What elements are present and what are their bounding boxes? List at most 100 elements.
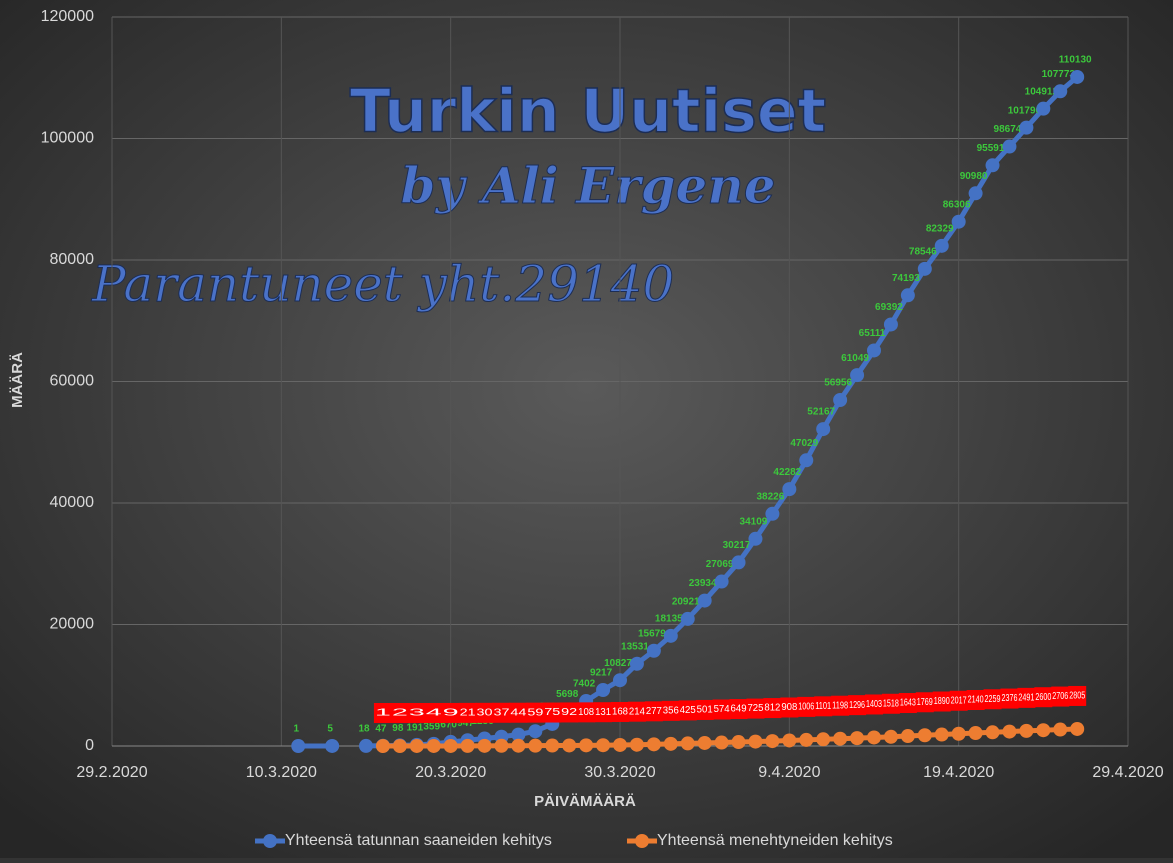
data-label: 1006 — [798, 702, 814, 713]
point — [629, 737, 644, 752]
point — [680, 611, 695, 626]
data-label: 52167 — [807, 407, 835, 418]
data-label-box — [966, 689, 985, 710]
data-label-box — [661, 700, 680, 721]
point — [850, 731, 865, 746]
data-label: 425 — [680, 705, 696, 716]
x-tick-label: 20.3.2020 — [415, 764, 486, 781]
data-label: 13531 — [621, 641, 649, 652]
point — [1019, 120, 1034, 135]
data-label: 23934 — [689, 578, 717, 589]
data-label: 82329 — [926, 223, 954, 234]
data-label: 191 — [406, 722, 423, 733]
data-label: 90980 — [960, 171, 988, 182]
data-label-box — [763, 698, 782, 719]
x-tick-label: 10.3.2020 — [246, 764, 317, 781]
point — [375, 738, 390, 753]
data-label: 2017 — [951, 695, 967, 706]
data-label: 1198 — [832, 700, 848, 711]
data-label: 15679 — [638, 628, 666, 639]
point — [951, 214, 966, 229]
data-label-box — [475, 702, 494, 723]
point — [951, 726, 966, 741]
point — [731, 735, 746, 750]
point — [816, 422, 831, 437]
point — [799, 732, 814, 747]
data-label: 34109 — [740, 516, 768, 527]
data-label: 1296 — [849, 700, 865, 711]
data-label-box — [1017, 687, 1036, 708]
y-tick-label: 0 — [85, 737, 94, 754]
point — [1002, 724, 1017, 739]
data-label: 42282 — [773, 467, 801, 478]
data-label: 2805 — [1069, 691, 1085, 702]
point — [511, 727, 526, 742]
data-label: 47029 — [790, 438, 818, 449]
data-label-box — [424, 702, 443, 723]
data-label: 214 — [629, 706, 645, 717]
point — [867, 343, 881, 358]
data-label-box — [441, 702, 460, 723]
data-label-box — [848, 695, 867, 716]
data-label: 3 — [409, 708, 426, 719]
data-label-box — [644, 701, 663, 722]
data-label-box — [627, 701, 646, 722]
point — [409, 738, 424, 753]
data-label: 107773 — [1042, 69, 1076, 80]
watermark-author: by Ali Ergene — [401, 156, 776, 215]
x-axis-label: PÄIVÄMÄÄRÄ — [534, 793, 636, 810]
data-label-box — [492, 702, 511, 723]
data-label: 1101 — [815, 701, 831, 712]
data-label: 27069 — [706, 559, 734, 570]
point — [1036, 723, 1051, 738]
point — [714, 574, 729, 589]
point — [511, 738, 526, 753]
data-label-box — [458, 702, 477, 723]
point — [596, 738, 611, 753]
y-axis-label: MÄÄRÄ — [9, 352, 26, 408]
data-label: 1 — [293, 724, 299, 735]
point — [629, 656, 644, 671]
point — [528, 738, 543, 753]
point — [325, 738, 340, 753]
point — [1070, 721, 1085, 736]
data-label: 1403 — [866, 699, 882, 710]
data-label: 65111 — [859, 328, 886, 339]
data-label: 1518 — [883, 698, 899, 709]
data-label-box — [577, 702, 596, 723]
point — [968, 186, 983, 201]
data-label: 101790 — [1008, 105, 1042, 116]
data-label-box — [560, 702, 579, 723]
data-label: 21 — [460, 708, 477, 719]
watermark-recovered: Parantuneet yht.29140 — [91, 255, 674, 313]
x-tick-label: 30.3.2020 — [584, 764, 655, 781]
point — [697, 593, 712, 608]
data-label: 670 — [440, 720, 457, 731]
data-label: 9 — [443, 708, 460, 719]
x-tick-label: 9.4.2020 — [758, 764, 820, 781]
data-label: 574 — [714, 704, 730, 715]
legend-marker — [635, 834, 649, 848]
point — [748, 734, 763, 749]
data-label-box — [898, 693, 917, 714]
point — [646, 643, 661, 658]
point — [443, 738, 458, 753]
data-label: 75 — [544, 707, 561, 718]
x-tick-label: 29.4.2020 — [1092, 764, 1163, 781]
point — [833, 392, 848, 407]
data-label: 2491 — [1018, 693, 1034, 704]
y-tick-label: 40000 — [50, 494, 95, 511]
point — [680, 736, 695, 751]
data-label: 2600 — [1035, 692, 1051, 703]
data-label-box — [1068, 685, 1087, 706]
data-label-box — [932, 691, 951, 712]
point — [291, 738, 306, 753]
data-label: 649 — [731, 704, 747, 715]
data-label: 1643 — [900, 698, 916, 709]
data-label-box — [780, 697, 799, 718]
point — [392, 738, 407, 753]
point — [985, 158, 1000, 173]
y-tick-label: 100000 — [41, 130, 94, 147]
